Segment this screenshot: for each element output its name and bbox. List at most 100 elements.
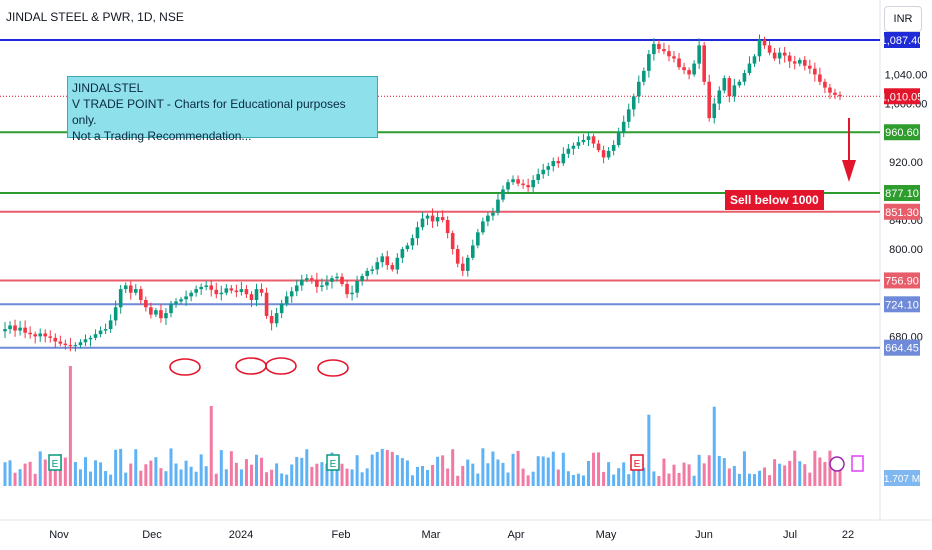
earnings-marker	[630, 454, 644, 471]
candle-body	[626, 109, 631, 122]
candle-body	[797, 59, 802, 64]
volume-bar	[28, 461, 32, 486]
volume-bar	[204, 466, 208, 486]
price-level-tag-label: 664.45	[885, 343, 919, 355]
x-tick-label: Feb	[332, 529, 351, 541]
candle-body	[28, 332, 32, 335]
candle-body	[83, 339, 88, 343]
candle-body	[33, 334, 37, 337]
volume-bar	[632, 466, 636, 486]
volume-bar	[506, 472, 510, 486]
volume-bar	[129, 463, 133, 486]
volume-bar	[244, 459, 248, 486]
volume-bar	[486, 463, 490, 486]
volume-bar	[174, 463, 178, 486]
volume-bar	[642, 467, 646, 486]
price-level-tag-label: 877.10	[885, 188, 919, 200]
circle-annotation	[235, 357, 267, 375]
volume-bar	[692, 475, 696, 486]
volume-bar	[722, 458, 726, 486]
price-level-tag: 756.90	[884, 272, 920, 289]
volume-bar	[672, 464, 676, 486]
x-tick-label: Nov	[49, 529, 69, 541]
volume-bar	[290, 464, 294, 486]
volume-bar	[737, 473, 741, 486]
volume-bar	[838, 463, 842, 486]
currency-button[interactable]: INR	[884, 6, 922, 32]
candle-body	[154, 310, 158, 315]
volume-bar	[758, 470, 762, 486]
candle-body	[330, 278, 334, 282]
candle-body	[712, 103, 717, 119]
volume-bar	[340, 463, 344, 486]
candle-body	[244, 289, 249, 295]
candle-body	[164, 313, 168, 319]
candle-body	[108, 320, 113, 330]
candle-body	[455, 249, 460, 264]
candle-body	[325, 281, 329, 286]
price-level-tag: 724.10	[884, 296, 920, 313]
candle-body	[762, 39, 767, 46]
candle-body	[224, 288, 229, 293]
candle-body	[802, 59, 807, 66]
volume-bar	[747, 473, 751, 486]
earnings-marker-label: E	[330, 459, 337, 470]
volume-bar	[99, 462, 103, 486]
volume-bar	[667, 473, 671, 486]
volume-bar	[702, 463, 706, 486]
volume-bar	[561, 452, 565, 486]
candle-body	[179, 299, 183, 302]
price-level-tag: 664.45	[884, 339, 920, 356]
volume-bar	[511, 453, 515, 486]
candle-body	[662, 49, 666, 52]
volume-bar	[431, 464, 435, 486]
volume-bar	[154, 457, 158, 486]
candle-body	[73, 345, 78, 347]
volume-bar	[592, 452, 596, 486]
volume-bar	[300, 457, 304, 486]
candle-body	[657, 43, 661, 50]
candle-body	[264, 292, 269, 317]
volume-bar	[426, 469, 430, 486]
candle-body	[697, 45, 701, 64]
candle-body	[239, 289, 244, 293]
chart-title: JINDAL STEEL & PWR, 1D, NSE	[6, 10, 184, 24]
volume-bar	[370, 454, 374, 486]
volume-bar	[793, 450, 797, 486]
candle-body	[23, 327, 27, 333]
volume-bar	[94, 460, 98, 486]
candle-body	[184, 296, 188, 300]
candle-body	[767, 45, 772, 53]
candle-body	[365, 270, 369, 277]
price-level-tag-label: 851.30	[885, 207, 919, 219]
candle-body	[18, 327, 22, 331]
candle-body	[294, 285, 299, 292]
candle-body	[596, 143, 601, 151]
x-tick-label: Jul	[783, 529, 797, 541]
candle-body	[476, 232, 480, 246]
volume-bar	[597, 452, 601, 486]
volume-bar	[395, 455, 399, 486]
candle-body	[460, 263, 465, 271]
volume-bar	[496, 459, 500, 486]
candle-body	[149, 307, 153, 315]
volume-bar	[707, 455, 711, 486]
volume-bar	[566, 471, 570, 486]
candle-body	[808, 65, 812, 69]
volume-bar	[139, 470, 143, 486]
volume-bar	[83, 457, 87, 486]
volume-bar	[571, 474, 575, 486]
volume-bar	[727, 468, 731, 486]
candle-body	[445, 219, 450, 234]
volume-bar	[18, 469, 22, 486]
candle-body	[591, 136, 596, 144]
candle-body	[174, 301, 178, 304]
volume-bar	[456, 475, 460, 486]
volume-bar	[355, 455, 359, 486]
price-level-tag-bg	[884, 339, 920, 356]
price-level-tag-bg	[884, 88, 920, 105]
candle-body	[400, 249, 405, 258]
volume-bar	[325, 463, 329, 486]
candle-body	[465, 257, 470, 271]
